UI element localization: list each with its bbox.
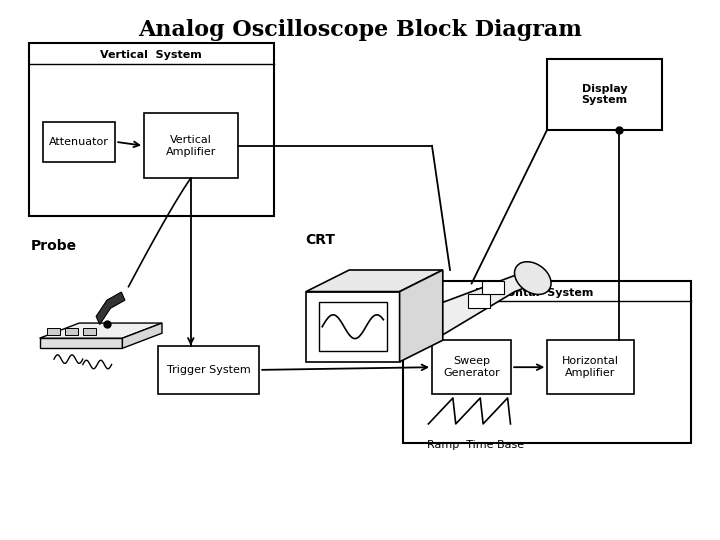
Bar — [547, 59, 662, 130]
Polygon shape — [96, 292, 125, 325]
Bar — [29, 43, 274, 216]
Bar — [83, 328, 96, 335]
Text: CRT: CRT — [305, 233, 336, 247]
Text: Sweep
Generator: Sweep Generator — [444, 356, 500, 378]
Bar — [403, 281, 691, 443]
Bar — [547, 340, 634, 394]
Polygon shape — [306, 292, 400, 362]
Text: Trigger System: Trigger System — [167, 365, 251, 375]
Text: Vertical
Amplifier: Vertical Amplifier — [166, 135, 216, 157]
Bar — [43, 122, 115, 162]
Polygon shape — [400, 270, 443, 362]
Bar — [158, 346, 259, 394]
Text: Analog Oscilloscope Block Diagram: Analog Oscilloscope Block Diagram — [138, 19, 582, 41]
Bar — [144, 113, 238, 178]
Bar — [65, 328, 78, 335]
Text: Vertical  System: Vertical System — [100, 50, 202, 60]
Bar — [482, 281, 504, 294]
Bar — [468, 294, 490, 308]
Text: Display
System: Display System — [582, 84, 628, 105]
Polygon shape — [306, 270, 443, 292]
Polygon shape — [122, 323, 162, 348]
Bar — [432, 340, 511, 394]
Text: Probe: Probe — [31, 239, 77, 253]
Polygon shape — [40, 338, 122, 348]
Polygon shape — [40, 323, 162, 338]
Text: Attenuator: Attenuator — [49, 137, 109, 147]
Text: Horizontal  System: Horizontal System — [475, 288, 593, 298]
Ellipse shape — [515, 262, 551, 294]
Bar — [319, 302, 387, 351]
Bar — [47, 328, 60, 335]
Text: Horizontal
Amplifier: Horizontal Amplifier — [562, 356, 619, 378]
Text: Ramp  Time Base: Ramp Time Base — [427, 441, 523, 450]
Polygon shape — [443, 270, 529, 335]
